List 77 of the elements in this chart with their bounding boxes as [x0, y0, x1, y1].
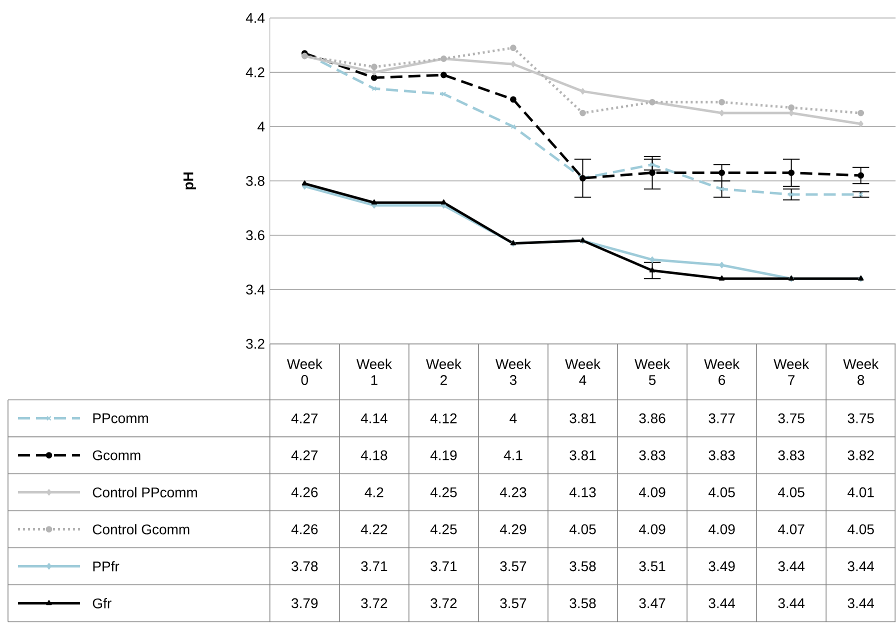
- x-tick-label: Week 3: [496, 358, 532, 386]
- x-tick-label: Week 1: [356, 358, 392, 386]
- data-label: 4.07: [778, 524, 804, 534]
- data-label: 3.77: [708, 413, 735, 424]
- data-label: 4.27: [291, 450, 318, 460]
- legend-label: Control Gcomm: [92, 524, 190, 535]
- x-tick-label: Week 0: [286, 358, 322, 386]
- data-label: 4.05: [708, 487, 735, 498]
- data-label: 4.09: [708, 524, 735, 534]
- y-tick-label: 4.2: [246, 68, 264, 78]
- x-tick-label: Week 7: [774, 358, 810, 386]
- data-label: 3.57: [500, 598, 526, 608]
- legend-label: PPfr: [93, 561, 120, 572]
- data-label: 4.29: [500, 524, 526, 534]
- y-tick-label: 3.4: [246, 284, 265, 295]
- data-label: 4.05: [569, 524, 596, 534]
- data-label: 4: [510, 414, 517, 424]
- data-label: 4.26: [291, 487, 318, 498]
- data-label: 3.83: [778, 450, 804, 460]
- data-label: 3.82: [848, 450, 874, 460]
- x-tick-label: Week 4: [565, 358, 601, 386]
- data-label: 3.44: [778, 561, 805, 572]
- data-label: 4.1: [504, 450, 522, 460]
- y-axis-title: pH: [184, 172, 196, 190]
- data-label: 4.25: [430, 524, 457, 534]
- data-label: 3.72: [361, 598, 388, 608]
- data-label: 4.13: [569, 487, 596, 498]
- data-label: 3.47: [639, 598, 666, 608]
- data-label: 3.44: [848, 598, 874, 608]
- data-label: 3.79: [292, 598, 318, 608]
- data-label: 3.75: [848, 413, 874, 424]
- legend-label: Gfr: [92, 598, 112, 609]
- data-label: 3.71: [361, 561, 388, 572]
- data-label: 4.12: [430, 414, 457, 424]
- data-label: 3.86: [639, 413, 666, 424]
- data-label: 4.09: [638, 524, 666, 534]
- data-label: 3.78: [292, 561, 318, 572]
- x-tick-label: Week 5: [634, 358, 670, 386]
- data-label: 3.83: [708, 450, 735, 460]
- legend-label: Gcomm: [92, 450, 140, 460]
- data-label: 4.01: [848, 487, 874, 498]
- y-tick-label: 4: [258, 122, 265, 132]
- y-tick-label: 4.4: [246, 13, 265, 23]
- data-label: 3.71: [430, 561, 457, 572]
- legend-label: Control PPcomm: [92, 487, 197, 498]
- data-label: 4.23: [500, 487, 526, 498]
- data-label: 4.25: [430, 487, 457, 498]
- data-label: 3.83: [639, 450, 666, 460]
- data-label: 3.72: [430, 598, 457, 608]
- data-label: 4.14: [360, 414, 388, 424]
- data-label: 3.81: [570, 450, 596, 460]
- data-label: 3.58: [570, 561, 596, 572]
- x-tick-label: Week 8: [843, 358, 879, 386]
- x-tick-label: Week 2: [426, 358, 462, 386]
- data-label: 3.49: [708, 561, 735, 572]
- data-label: 4.2: [364, 488, 384, 498]
- x-tick-label: Week 6: [704, 358, 740, 386]
- y-tick-label: 3.6: [246, 230, 264, 240]
- data-label: 4.05: [848, 524, 874, 534]
- data-label: 3.58: [570, 598, 596, 608]
- data-label: 4.19: [430, 450, 457, 460]
- y-tick-label: 3.2: [246, 339, 264, 349]
- data-label: 3.44: [848, 561, 874, 572]
- y-tick-label: 3.8: [246, 176, 264, 186]
- data-label: 3.44: [778, 598, 805, 608]
- data-label: 4.18: [360, 450, 388, 460]
- data-label: 4.27: [291, 414, 318, 424]
- data-label: 4.05: [778, 487, 804, 498]
- data-label: 3.51: [639, 561, 666, 572]
- data-label: 4.26: [291, 524, 318, 534]
- data-label: 4.22: [360, 524, 388, 534]
- data-label: 3.75: [778, 413, 804, 424]
- data-label: 3.81: [570, 413, 596, 424]
- legend-label: PPcomm: [93, 414, 148, 424]
- data-label: 3.57: [500, 561, 526, 572]
- data-label: 3.44: [708, 598, 735, 608]
- data-label: 4.09: [638, 487, 666, 498]
